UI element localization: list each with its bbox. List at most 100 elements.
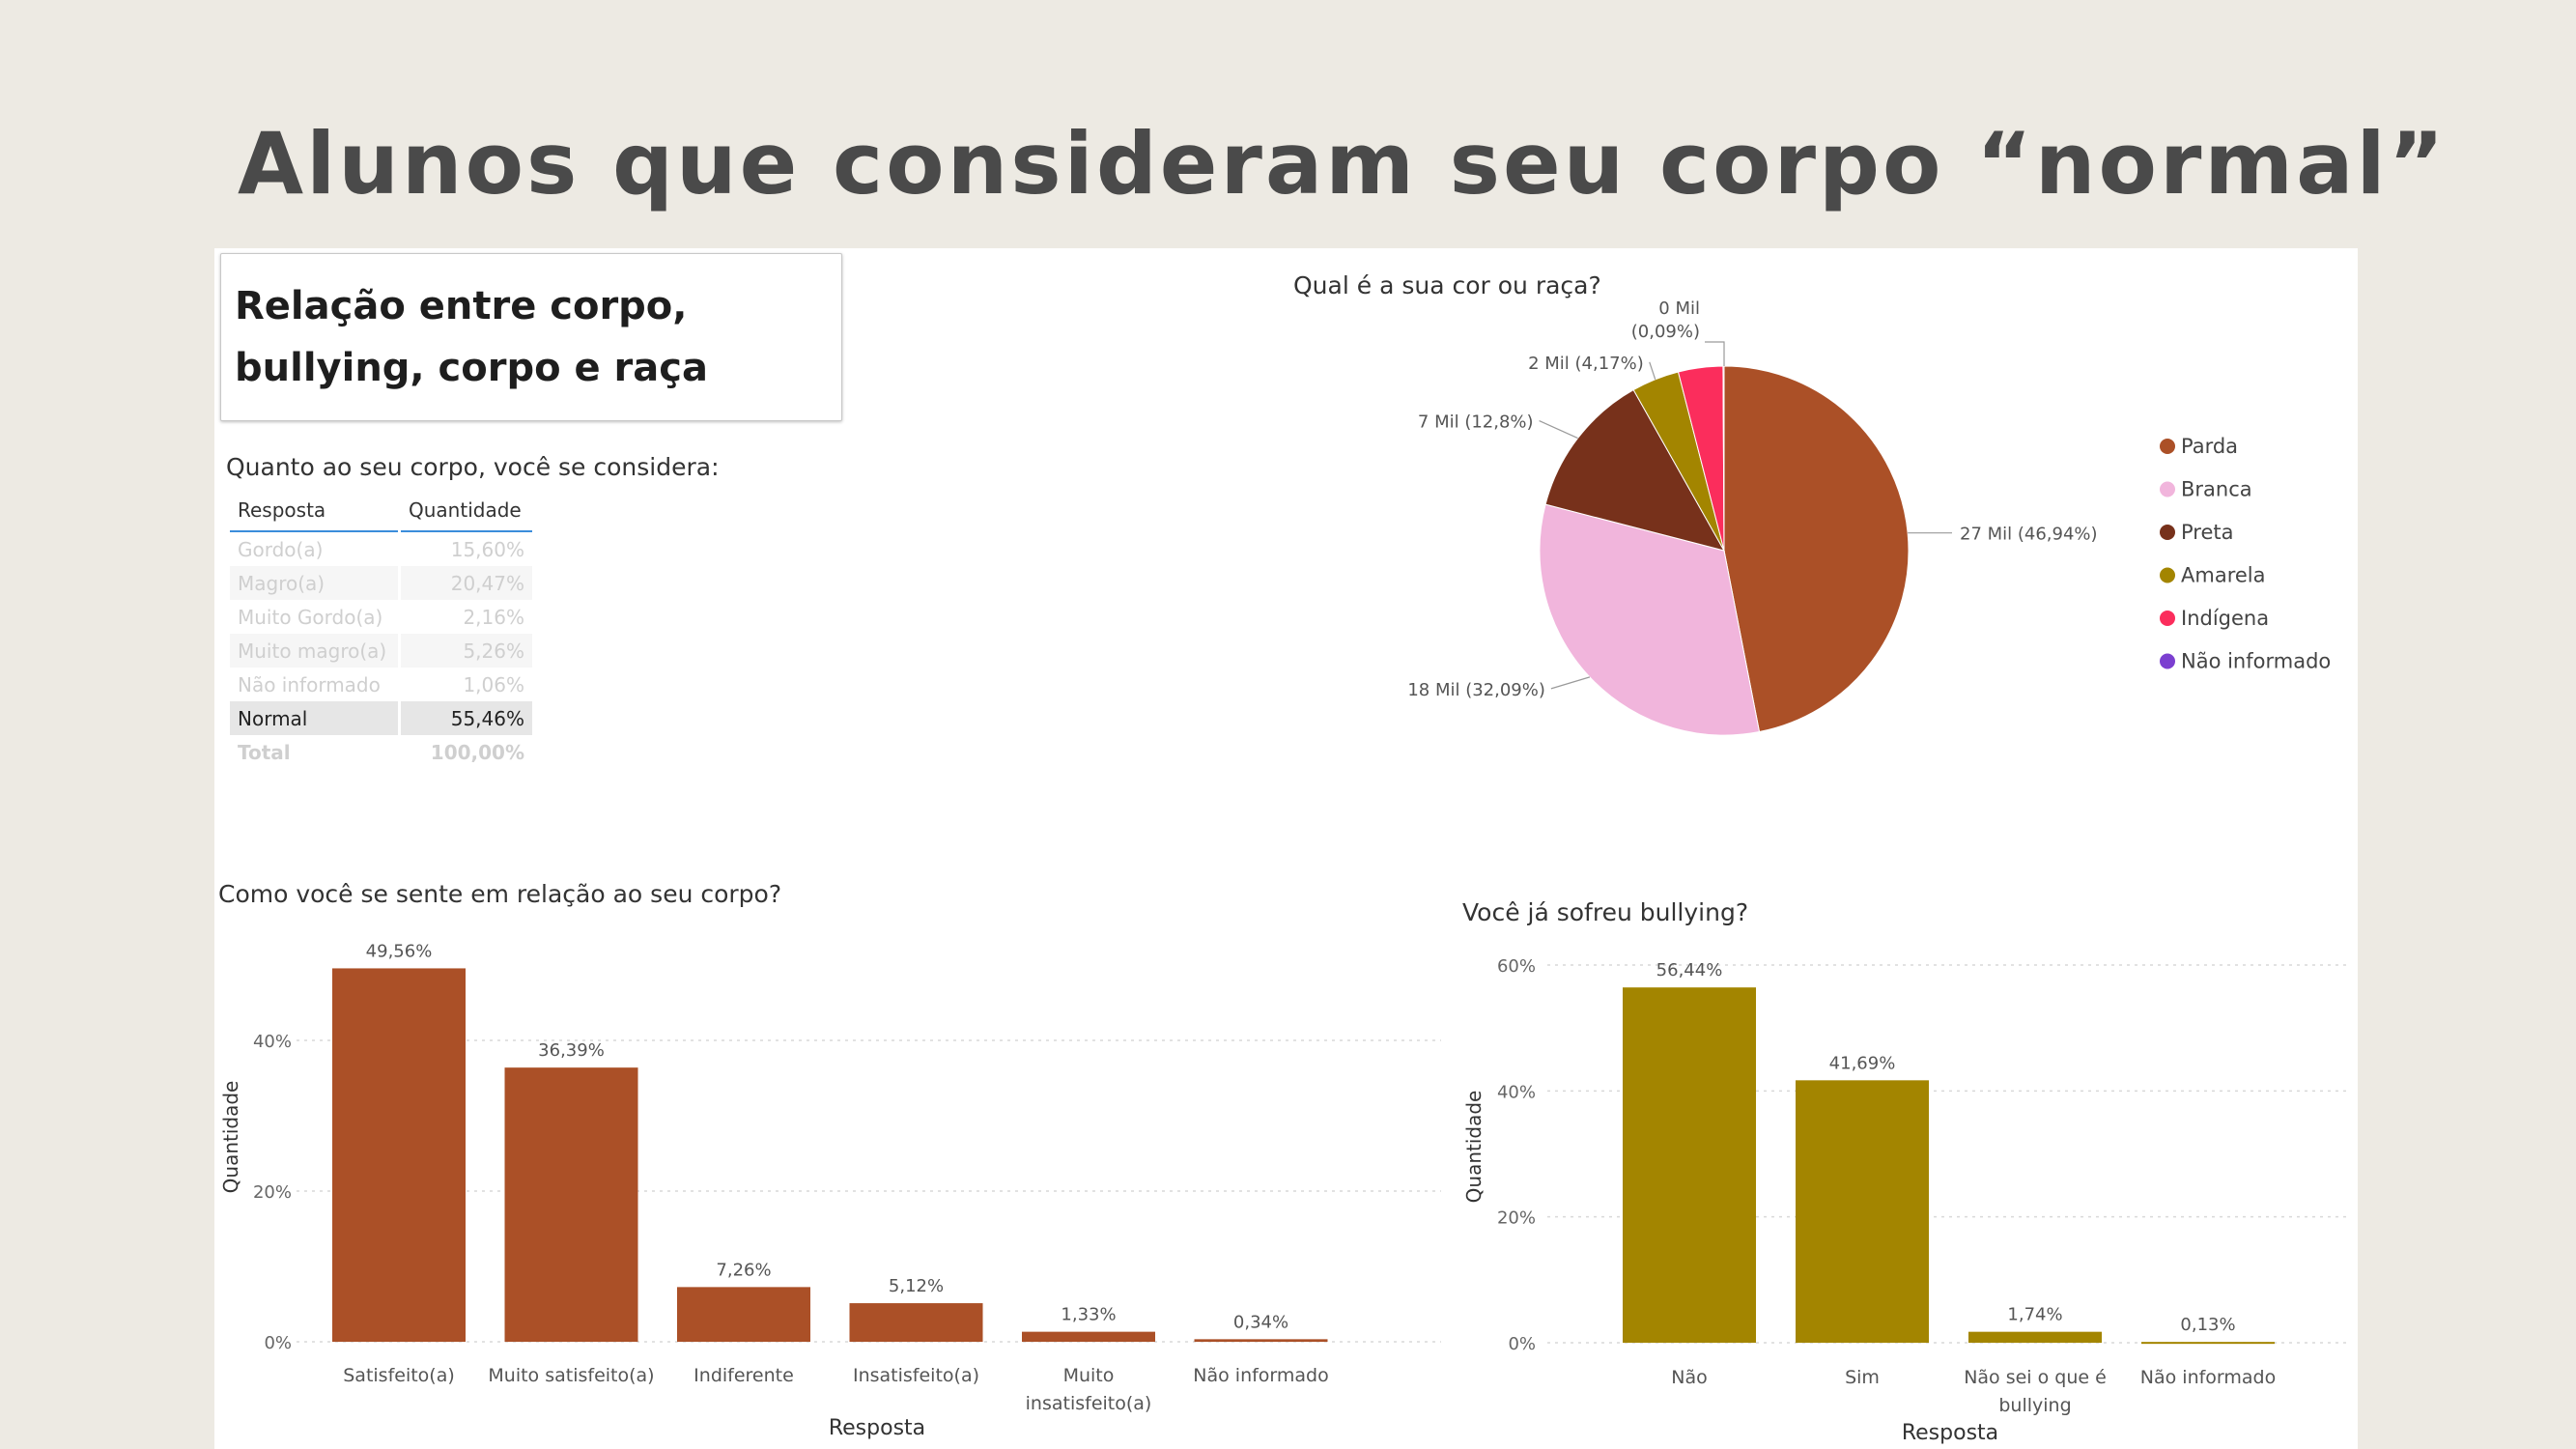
table-row-highlighted[interactable]: Normal 55,46% xyxy=(230,701,532,735)
column-header-resposta[interactable]: Resposta xyxy=(230,490,398,532)
y-tick-label: 20% xyxy=(253,1182,292,1203)
x-category-label: Muito satisfeito(a) xyxy=(488,1365,654,1386)
y-tick-label: 0% xyxy=(264,1333,292,1353)
pie-leader-line xyxy=(1649,361,1656,380)
legend-label: Indígena xyxy=(2181,607,2269,630)
total-value: 100,00% xyxy=(430,740,524,764)
legend-marker xyxy=(2160,567,2175,583)
bar xyxy=(1194,1339,1328,1342)
pie-data-label: 27 Mil (46,94%) xyxy=(1960,525,2098,545)
legend-marker xyxy=(2160,611,2175,626)
y-tick-label: 40% xyxy=(253,1032,292,1052)
dashboard-title: Relação entre corpo, bullying, corpo e r… xyxy=(235,284,708,390)
row-label: Gordo(a) xyxy=(238,537,324,561)
x-category-label: Não xyxy=(1671,1367,1707,1388)
bar xyxy=(2141,1342,2275,1345)
bar xyxy=(1022,1331,1155,1342)
bar-data-label: 7,26% xyxy=(716,1260,771,1280)
legend-label: Preta xyxy=(2181,521,2234,544)
bar-data-label: 41,69% xyxy=(1829,1053,1896,1073)
charts-canvas: Qual é a sua cor ou raça? 27 Mil (46,94%)… xyxy=(218,271,2349,1445)
bullying-bar-chart[interactable]: Você já sofreu bullying? 0% 20% 40% 60% 56,44… xyxy=(1462,898,2349,1445)
x-category-label: Sim xyxy=(1845,1367,1880,1388)
y-axis-title: Quantidade xyxy=(219,1081,242,1194)
pie-data-label: 18 Mil (32,09%) xyxy=(1407,680,1545,700)
dashboard-title-card: Relação entre corpo, bullying, corpo e r… xyxy=(220,253,842,421)
pie-data-label: 0 Mil (0,09%) xyxy=(1631,298,1700,342)
x-axis-title: Resposta xyxy=(829,1416,925,1440)
bar xyxy=(504,1067,638,1342)
table-row: Magro(a) 20,47% xyxy=(230,566,532,600)
table-row: Muito Gordo(a) 2,16% xyxy=(230,600,532,634)
bar xyxy=(849,1303,983,1342)
column-header-quantidade[interactable]: Quantidade xyxy=(401,490,532,532)
legend-marker xyxy=(2160,525,2175,540)
bar xyxy=(332,968,466,1342)
x-category-label: Não informado xyxy=(2140,1367,2276,1388)
legend-label: Branca xyxy=(2181,478,2252,501)
table-row: Não informado 1,06% xyxy=(230,668,532,701)
legend-label: Amarela xyxy=(2181,564,2266,587)
slide-title: Alunos que consideram seu corpo “normal” xyxy=(238,114,2448,213)
table-total-row: Total 100,00% xyxy=(230,735,532,769)
bar-data-label: 5,12% xyxy=(889,1276,944,1296)
y-axis-title: Quantidade xyxy=(1462,1091,1486,1204)
table-row: Gordo(a) 15,60% xyxy=(230,532,532,566)
legend-label: Parda xyxy=(2181,435,2238,458)
bar xyxy=(677,1287,810,1342)
pie-slice-parda xyxy=(1723,365,1910,733)
row-label: Muito Gordo(a) xyxy=(238,605,383,629)
row-label: Magro(a) xyxy=(230,566,398,600)
x-category-label: Não sei o que é xyxy=(1964,1367,2107,1388)
y-tick-label: 60% xyxy=(1497,956,1536,977)
x-category-label: Muito xyxy=(1063,1365,1115,1386)
row-value: 2,16% xyxy=(463,605,524,629)
row-value: 20,47% xyxy=(401,566,532,600)
table-header-row: Resposta Quantidade xyxy=(230,490,532,532)
y-tick-label: 40% xyxy=(1497,1082,1536,1102)
legend-marker xyxy=(2160,439,2175,454)
bar-chart-title: Você já sofreu bullying? xyxy=(1462,898,1748,926)
pie-leader-line xyxy=(1539,420,1578,440)
pie-leader-line xyxy=(1705,341,1725,366)
bar xyxy=(1796,1080,1929,1343)
table-title: Quanto ao seu corpo, você se considera: xyxy=(226,453,720,481)
bar-data-label: 56,44% xyxy=(1656,960,1723,980)
x-category-label: bullying xyxy=(1998,1395,2071,1416)
row-label: Não informado xyxy=(238,672,381,696)
x-category-label: Indiferente xyxy=(694,1365,794,1386)
pie-title: Qual é a sua cor ou raça? xyxy=(1293,271,1601,299)
pie-data-label: 7 Mil (12,8%) xyxy=(1418,412,1534,433)
row-value: 1,06% xyxy=(463,672,524,696)
body-perception-table: Resposta Quantidade Gordo(a) 15,60% Magr… xyxy=(227,490,535,769)
bar-data-label: 1,33% xyxy=(1061,1305,1116,1325)
bar-data-label: 1,74% xyxy=(2007,1305,2062,1325)
legend-marker xyxy=(2160,481,2175,497)
bar-data-label: 0,13% xyxy=(2180,1315,2235,1335)
bar-data-label: 49,56% xyxy=(366,941,433,961)
pie-data-label: 2 Mil (4,17%) xyxy=(1528,354,1644,374)
y-tick-label: 20% xyxy=(1497,1208,1536,1229)
bar-chart-title: Como você se sente em relação ao seu cor… xyxy=(218,880,781,908)
bar-data-label: 36,39% xyxy=(538,1040,605,1061)
x-axis-title: Resposta xyxy=(1902,1421,1998,1445)
x-category-label: Insatisfeito(a) xyxy=(853,1365,979,1386)
legend-marker xyxy=(2160,653,2175,669)
bar xyxy=(1968,1331,2102,1343)
x-category-label: Não informado xyxy=(1193,1365,1328,1386)
row-value: 5,26% xyxy=(401,634,532,668)
bar xyxy=(1623,987,1756,1343)
pie-leader-line xyxy=(1550,676,1591,690)
row-label: Normal xyxy=(230,701,398,735)
y-tick-label: 0% xyxy=(1508,1334,1536,1354)
bar-data-label: 0,34% xyxy=(1233,1312,1288,1332)
total-label: Total xyxy=(238,740,291,764)
row-value: 15,60% xyxy=(450,537,524,561)
row-label: Muito magro(a) xyxy=(230,634,398,668)
legend-label: Não informado xyxy=(2181,650,2331,673)
dashboard-panel: Relação entre corpo, bullying, corpo e r… xyxy=(214,248,2358,1449)
race-pie-chart[interactable]: Qual é a sua cor ou raça? 27 Mil (46,94%)… xyxy=(1293,271,2331,736)
body-feeling-bar-chart[interactable]: Como você se sente em relação ao seu cor… xyxy=(218,880,1441,1440)
x-category-label: insatisfeito(a) xyxy=(1026,1393,1152,1414)
table-row: Muito magro(a) 5,26% xyxy=(230,634,532,668)
